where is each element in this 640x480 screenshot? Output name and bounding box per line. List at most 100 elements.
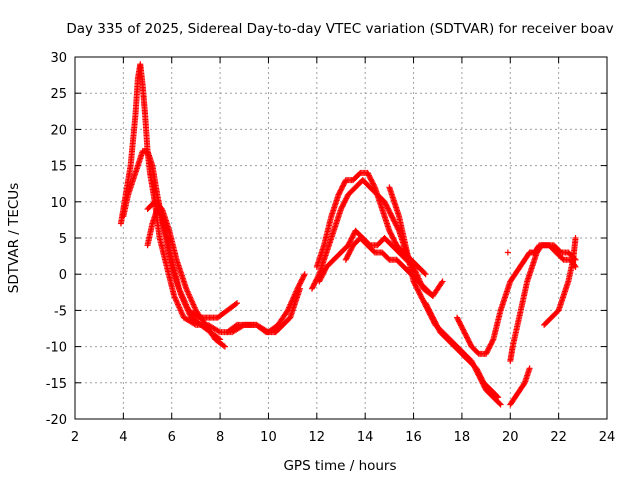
data-point (463, 334, 470, 341)
data-point (336, 188, 343, 195)
data-point (384, 205, 391, 212)
data-point (428, 312, 435, 319)
data-point (387, 210, 394, 217)
data-point (572, 235, 579, 241)
data-point (474, 367, 481, 374)
data-point (483, 349, 490, 356)
data-point (346, 239, 353, 246)
data-point (526, 365, 533, 372)
data-point (386, 209, 393, 216)
data-point (476, 370, 483, 377)
data-point (477, 373, 484, 380)
data-point (350, 231, 357, 238)
data-point (426, 308, 433, 315)
y-tick-label: -20 (46, 413, 67, 428)
data-point (348, 244, 355, 251)
data-point (344, 254, 351, 261)
data-point (438, 279, 445, 286)
data-point (464, 335, 471, 342)
data-point (367, 176, 374, 183)
data-point (388, 231, 395, 238)
x-tick-label: 2 (71, 430, 79, 445)
data-point (390, 217, 397, 224)
data-point (432, 319, 439, 326)
data-point (392, 221, 399, 228)
y-tick-label: 0 (59, 268, 67, 283)
data-point (496, 400, 503, 407)
data-point (343, 255, 350, 262)
data-point (495, 394, 502, 401)
data-point (435, 325, 442, 332)
data-point (425, 305, 432, 312)
data-point (299, 276, 306, 283)
y-tick-label: 15 (50, 160, 67, 175)
x-tick-label: 20 (502, 430, 519, 445)
data-point (429, 314, 436, 321)
data-point (391, 238, 398, 245)
chart-title: Day 335 of 2025, Sidereal Day-to-day VTE… (66, 21, 613, 37)
data-point (234, 300, 241, 307)
data-point (434, 323, 441, 330)
data-point (349, 233, 356, 240)
data-point (427, 309, 434, 316)
grid (75, 57, 607, 419)
data-point (347, 247, 354, 254)
y-tick-label: -15 (46, 377, 67, 392)
data-point (344, 252, 351, 259)
data-point (439, 278, 446, 285)
data-point (520, 381, 527, 388)
data-point (311, 280, 318, 287)
data-point (390, 235, 397, 242)
data-point (473, 365, 480, 372)
data-point (387, 230, 394, 237)
data-point (392, 239, 399, 246)
data-point (413, 283, 420, 290)
x-tick-label: 14 (357, 430, 374, 445)
data-point (485, 345, 492, 352)
data-point (385, 206, 392, 213)
data-point (383, 202, 390, 209)
data-point (310, 281, 317, 288)
plot-frame (74, 56, 608, 420)
data-point (418, 294, 425, 301)
data-point (386, 227, 393, 234)
data-point (484, 348, 491, 355)
data-point (460, 326, 467, 333)
data-point (319, 271, 326, 278)
data-point (342, 196, 349, 203)
data-point (475, 369, 482, 376)
data-point (391, 218, 398, 225)
data-point (433, 321, 440, 328)
data-point (318, 274, 325, 281)
data-point (421, 270, 428, 277)
data-point (337, 187, 344, 194)
data-point (300, 273, 307, 280)
data-point (389, 214, 396, 221)
data-point (466, 339, 473, 346)
data-point (388, 213, 395, 220)
y-tick-label: 10 (50, 196, 67, 211)
data-point (364, 169, 371, 176)
data-point (348, 246, 355, 253)
data-point (312, 277, 319, 284)
data-point (345, 240, 352, 247)
data-point (340, 182, 347, 189)
y-axis-label: SDTVAR / TECUs (6, 183, 22, 293)
y-tick-label: 5 (59, 232, 67, 247)
data-point (301, 271, 308, 278)
data-point (489, 337, 496, 344)
data-point (456, 318, 463, 325)
data-point (479, 377, 486, 384)
data-point (430, 315, 437, 322)
data-point (419, 295, 426, 302)
data-point (340, 181, 347, 188)
data-point (431, 317, 438, 324)
data-point (341, 199, 348, 206)
x-tick-label: 10 (260, 430, 277, 445)
data-point (423, 301, 430, 308)
y-tick-label: -10 (46, 341, 67, 356)
data-point (295, 283, 302, 290)
data-point (433, 322, 440, 329)
data-point (343, 195, 350, 202)
data-point (322, 266, 329, 273)
